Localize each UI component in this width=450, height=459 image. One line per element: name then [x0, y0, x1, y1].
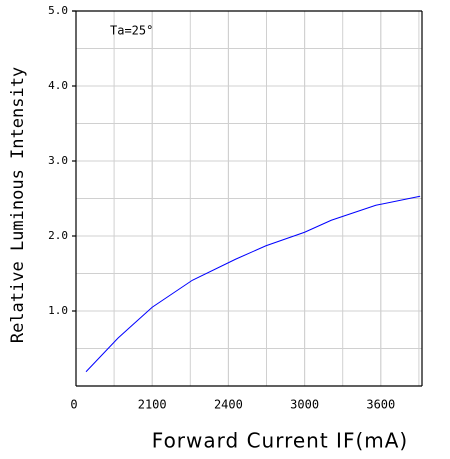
annotation: Ta=25°	[110, 24, 153, 38]
y-axis-label: Relative Luminous Intensity	[8, 67, 28, 343]
x-tick-label: 2100	[138, 398, 167, 412]
x-axis-label: Forward Current IF(mA)	[152, 429, 408, 453]
y-tick-label: 3.0	[48, 154, 68, 167]
x-tick-label: 2400	[214, 398, 243, 412]
x-tick-label: 3000	[290, 398, 319, 412]
data-line	[85, 195, 421, 373]
x-tick-label: 0	[70, 398, 77, 412]
y-tick-label: 1.0	[48, 304, 68, 317]
y-tick-label: 2.0	[48, 229, 68, 242]
y-tick-label: 4.0	[48, 79, 68, 92]
x-tick-label: 3600	[366, 398, 395, 412]
y-tick-label: 5.0	[48, 4, 68, 17]
